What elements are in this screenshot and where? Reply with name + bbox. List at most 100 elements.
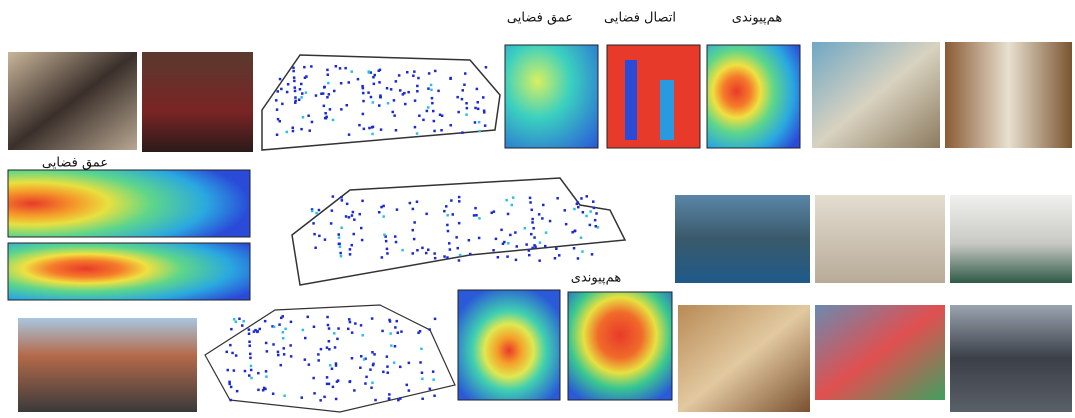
plan-dot xyxy=(303,76,307,79)
plan-dot xyxy=(282,337,285,340)
plan-dot xyxy=(533,236,536,239)
plan-dot xyxy=(594,225,597,228)
plan-dot xyxy=(284,327,287,331)
plan-dot xyxy=(312,222,315,225)
plan-dot xyxy=(322,104,326,108)
label: هم‌پیوندی xyxy=(732,11,783,26)
plan-dot xyxy=(331,118,335,122)
plan-dot xyxy=(417,76,420,80)
plan-dot xyxy=(304,91,308,94)
plan-dot xyxy=(432,119,436,123)
plan-dot xyxy=(430,88,433,92)
plan-dot xyxy=(348,318,351,321)
plan-dot xyxy=(418,330,422,333)
plan-dot xyxy=(372,76,375,79)
plan-dot xyxy=(514,258,518,262)
plan-dot xyxy=(590,253,594,256)
plan-dot xyxy=(331,195,335,198)
plan-dot xyxy=(358,123,361,127)
heatmap xyxy=(606,44,701,149)
plan-dot xyxy=(384,235,387,238)
plan-dot xyxy=(458,253,462,257)
plan-dot xyxy=(228,380,231,384)
plan-dot xyxy=(573,207,576,211)
plan-dot xyxy=(300,396,303,399)
plan-dot xyxy=(330,209,334,212)
plan-dot xyxy=(463,83,466,86)
plan-dot xyxy=(325,382,329,386)
plan-dot xyxy=(339,82,343,85)
plan-dot xyxy=(510,203,513,207)
plan-dot xyxy=(228,382,231,386)
plan-dot xyxy=(443,255,446,258)
plan-dot xyxy=(370,386,373,389)
plan-dot xyxy=(337,327,340,330)
plan-dot xyxy=(537,213,541,216)
plan-dot xyxy=(286,83,290,86)
plan-dot xyxy=(317,208,321,212)
plan-dot xyxy=(391,110,394,114)
plan-dot xyxy=(427,248,430,251)
plan-dot xyxy=(371,132,374,136)
plan-dot xyxy=(350,70,353,73)
plan-dot xyxy=(533,244,536,247)
plan-dot xyxy=(589,210,592,213)
plan-dot xyxy=(407,361,411,365)
plan-dot xyxy=(293,79,296,83)
plan-dot xyxy=(231,351,234,355)
plan-dot xyxy=(344,66,347,70)
plan-dot xyxy=(308,129,311,132)
plan-dot xyxy=(555,247,558,250)
plan-dot xyxy=(592,200,595,203)
plan-dot xyxy=(443,209,446,213)
plan-dot xyxy=(406,71,409,74)
plan-dot xyxy=(294,96,297,99)
plan-dot xyxy=(530,232,533,236)
plan-dot xyxy=(473,121,477,124)
plan-dot xyxy=(313,392,316,395)
plan-dot xyxy=(380,205,383,209)
plan-dot xyxy=(329,222,333,225)
plan-dot xyxy=(385,247,389,251)
plan-dot xyxy=(416,84,419,88)
plan-dot xyxy=(232,369,236,372)
plan-dot xyxy=(382,204,385,208)
plan-dot xyxy=(427,87,430,90)
plan-dot xyxy=(412,237,416,241)
plan-dot xyxy=(361,199,364,203)
plan-dot xyxy=(298,88,302,91)
label: عمق فضایی xyxy=(507,11,573,26)
plan-dot xyxy=(374,398,377,402)
plan-dot xyxy=(301,92,304,95)
plan-dot xyxy=(323,238,327,241)
heatmap xyxy=(457,289,561,401)
plan-dot xyxy=(249,368,253,372)
plan-dot xyxy=(417,331,420,334)
plan-dot xyxy=(326,315,329,319)
plan-dot xyxy=(474,106,477,110)
plan-dot xyxy=(301,116,305,119)
plan-dot xyxy=(448,242,451,245)
plan-dot xyxy=(351,210,355,214)
plan-dot xyxy=(238,317,241,320)
plan-dot xyxy=(314,246,317,249)
plan-dot xyxy=(482,96,485,99)
plan-dot xyxy=(369,95,373,99)
plan-dot xyxy=(394,80,398,83)
plan-dot xyxy=(465,106,469,110)
plan-dot xyxy=(397,74,401,77)
plan-dot xyxy=(307,363,311,366)
plan-dot xyxy=(531,217,534,221)
plan-dot xyxy=(370,317,374,320)
photo xyxy=(812,42,940,148)
plan-dot xyxy=(595,212,598,215)
plan-dot xyxy=(427,72,431,75)
plan-dot xyxy=(446,256,449,259)
plan-dot xyxy=(365,375,368,379)
plan-dot xyxy=(492,249,495,252)
plan-dot xyxy=(283,394,286,397)
plan-dot xyxy=(449,124,452,127)
plan-dot xyxy=(361,112,365,116)
plan-dot xyxy=(281,315,284,318)
